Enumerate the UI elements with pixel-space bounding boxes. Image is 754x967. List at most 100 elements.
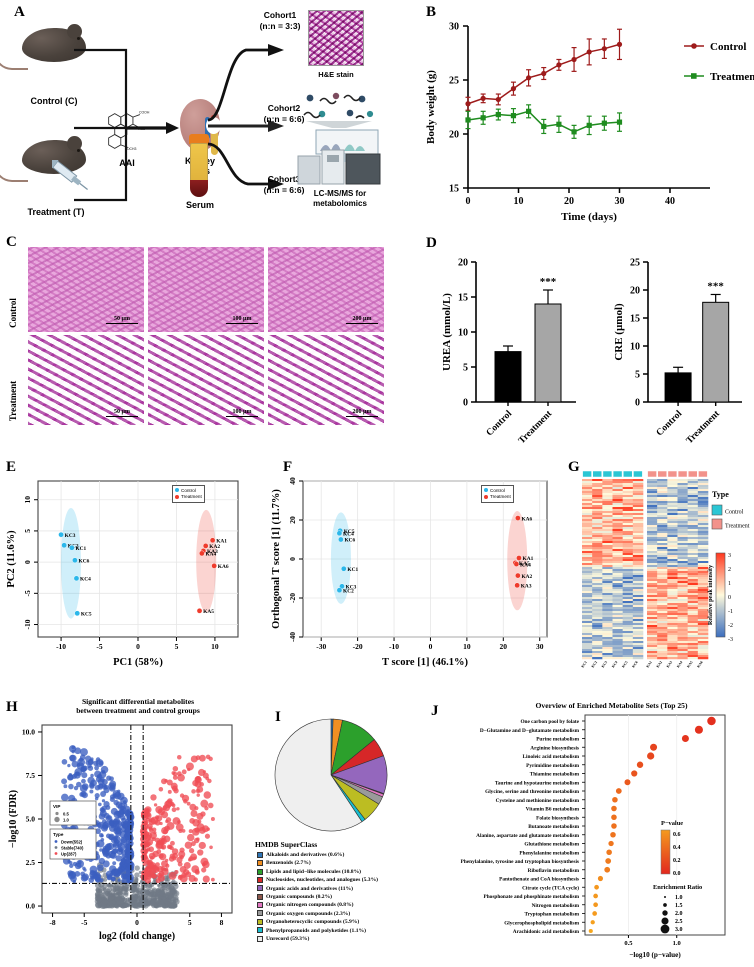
volcano-point [98,857,106,865]
volcano-point [188,829,193,834]
heatmap-cell [612,611,623,614]
heatmap-cell [622,565,634,568]
heatmap-cell [602,571,613,574]
data-point [541,123,547,130]
heatmap-cell [647,515,658,518]
volcano-point [123,887,129,892]
y-tick-label: 40 [288,477,297,485]
heatmap-cell [667,481,678,484]
heatmap-cell [622,533,634,536]
heatmap-cell [677,653,688,656]
lcms-instrument-illustration [297,129,381,185]
heatmap-cell [602,567,613,570]
volcano-point [117,803,126,811]
data-point-KC3 [339,583,345,590]
enrichment-dot-14 [608,840,614,847]
heatmap-cell [677,509,688,512]
heatmap-cell [582,529,593,532]
heatmap-cell [612,539,623,542]
heatmap-cell [612,623,623,626]
pvalue-tick-3: 0.0 [673,871,681,877]
heatmap-cell [612,655,623,658]
heatmap-cell [582,625,593,628]
heatmap-cell [657,611,668,614]
heatmap-cell [602,581,613,584]
x-tick-label: -5 [96,642,102,651]
vip-legend-marker-1.0 [54,816,60,823]
point-label-KA2: KA2 [209,544,220,550]
data-point-KC5 [74,610,81,617]
heatmap-cell [602,655,613,658]
heatmap-cell [697,633,709,636]
heatmap-cell [632,587,644,590]
volcano-point [149,831,157,840]
heatmap-cell [677,519,688,522]
volcano-point [75,771,80,776]
heatmap-cell [602,645,613,648]
volcano-point [104,843,112,851]
volcano-point [139,899,144,904]
heatmap-cell [602,529,613,532]
volcano-point [196,837,200,841]
volcano-point [157,883,164,889]
heatmap-cell [632,583,644,586]
scalebar-treatment-100um: 100 µm [226,409,258,417]
heatmap-cell [592,645,603,648]
heatmap-cell [602,609,613,612]
heatmap-cell [697,585,709,588]
heatmap-cell [657,617,668,620]
heatmap-cell [622,505,634,508]
volcano-point [136,887,143,894]
volcano-point [144,809,150,814]
heatmap-cell [582,639,593,642]
heatmap-cell [592,587,603,590]
heatmap-cell [687,647,699,650]
heatmap-cell [592,653,603,656]
heatmap-cell [677,521,688,524]
volcano-point [181,828,186,833]
volcano-point [164,825,170,832]
volcano-point [123,903,129,909]
heatmap-cell [657,505,668,508]
heatmap-cell [667,529,678,532]
heatmap-cell [697,521,709,524]
heatmap-cell [667,613,678,616]
volcano-point [109,900,113,904]
volcano-point [148,852,156,860]
heatmap-cell [697,649,709,652]
scalebar-control-100um: 100 µm [226,316,258,324]
scalebar-control-50um: 50 µm [106,316,138,324]
heatmap-cell [667,541,678,544]
heatmap-cell [622,595,634,598]
volcano-point [90,875,95,880]
volcano-point [169,853,176,859]
heatmap-cell [687,591,699,594]
heatmap-cell [612,533,623,536]
volcano-point [203,791,212,799]
x-axis-title: T score [1] (46.1%) [382,657,468,668]
heatmap-cell [687,533,699,536]
heatmap-cell [582,631,593,634]
heatmap-cell [592,515,603,518]
confidence-ellipse-treatment [507,511,528,611]
x-tick-label-treatment: Treatment [685,408,723,446]
heatmap-cell [667,599,678,602]
volcano-point [172,771,178,777]
heatmap-cell [592,643,603,646]
heatmap-cell [592,541,603,544]
heatmap-cell [582,585,593,588]
heatmap-cell [687,541,699,544]
pie-legend-item-9: Phenylpropanoids and polyketides (1.1%) [257,927,378,935]
heatmap-cell [622,609,634,612]
data-point [586,122,592,128]
ratio-tick-2: 2.0 [675,911,683,917]
heatmap-cell [697,603,709,606]
heatmap-cell [667,521,678,524]
volcano-point [73,785,79,791]
heatmap-cell [602,485,613,488]
heatmap-cell [602,611,613,614]
heatmap-cell [582,549,593,552]
heatmap-cell [592,531,603,534]
x-tick-label: -10 [389,642,399,651]
